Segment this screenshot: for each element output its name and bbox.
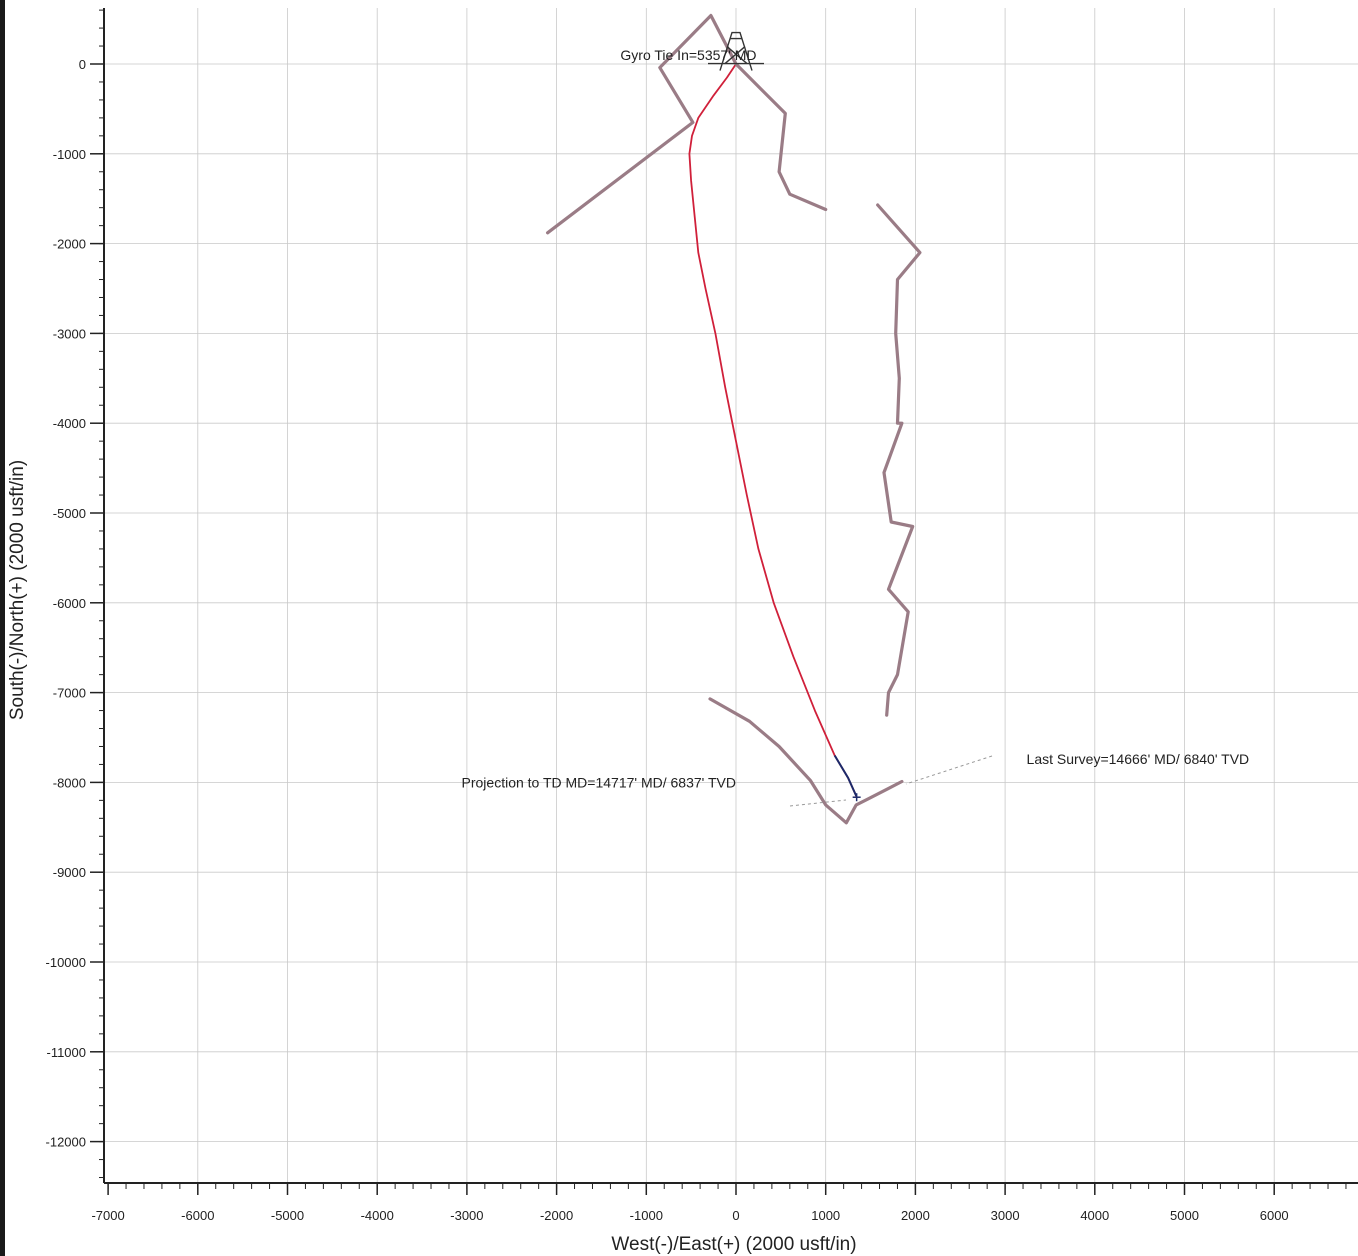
y-tick-label: -5000: [53, 506, 86, 521]
x-tick-label: -5000: [271, 1208, 304, 1223]
y-tick-label: -10000: [46, 955, 86, 970]
y-tick-label: -2000: [53, 237, 86, 252]
offset-wellpath-3-line: [708, 697, 904, 825]
y-tick-label: -9000: [53, 865, 86, 880]
x-tick-label: -4000: [361, 1208, 394, 1223]
y-tick-label: -12000: [46, 1135, 86, 1150]
x-tick-label: 3000: [991, 1208, 1020, 1223]
y-tick-label: -8000: [53, 775, 86, 790]
y-tick-label: -7000: [53, 686, 86, 701]
annotation-leader: [905, 755, 993, 785]
x-axis-label: West(-)/East(+) (2000 usft/in): [611, 1234, 856, 1255]
y-axis-label: South(-)/North(+) (2000 usft/in): [7, 460, 28, 720]
y-tick-label: -11000: [46, 1045, 86, 1060]
y-tick-label: -4000: [53, 416, 86, 431]
x-tick-label: -1000: [630, 1208, 663, 1223]
x-tick-label: 2000: [901, 1208, 930, 1223]
axes: 0 -1000 -2000 -3000 -4000 -5000 -6000 -7000 -800…: [46, 8, 1358, 1223]
annotation-label: Last Survey=14666' MD/ 6840' TVD: [1027, 751, 1250, 767]
annotation-leader: [789, 799, 847, 807]
x-tick-label: -6000: [181, 1208, 214, 1223]
series-group: [545, 13, 922, 825]
x-tick-label: 1000: [811, 1208, 840, 1223]
y-tick-label: -3000: [53, 326, 86, 341]
grid-lines: [104, 8, 1358, 1183]
y-tick-label: -6000: [53, 596, 86, 611]
x-tick-label: 4000: [1080, 1208, 1109, 1223]
planned-wellpath-line: [688, 63, 858, 797]
x-tick-label: -3000: [450, 1208, 483, 1223]
x-tick-label: -2000: [540, 1208, 573, 1223]
annotations: Gyro Tie In=5357' MD Last Survey=14666' M…: [462, 47, 1250, 807]
y-tick-label: -1000: [53, 147, 86, 162]
x-tick-label: 0: [732, 1208, 739, 1223]
x-tick-label: -7000: [91, 1208, 124, 1223]
y-tick-label: 0: [79, 57, 86, 72]
offset-wellpath-2-line: [876, 203, 922, 717]
rig-icon: [708, 31, 764, 71]
offset-wellpath-1-line: [545, 13, 828, 235]
survey-end-segment: [833, 754, 858, 797]
x-tick-label: 5000: [1170, 1208, 1199, 1223]
x-tick-label: 6000: [1260, 1208, 1289, 1223]
left-scan-border: [0, 0, 5, 1256]
annotation-label: Projection to TD MD=14717' MD/ 6837' TVD: [462, 774, 736, 790]
annotation-label: Gyro Tie In=5357' MD: [620, 47, 756, 63]
rig-legs: [719, 31, 753, 71]
rig-brace-1: [726, 46, 748, 65]
rig-brace-2: [724, 46, 746, 65]
